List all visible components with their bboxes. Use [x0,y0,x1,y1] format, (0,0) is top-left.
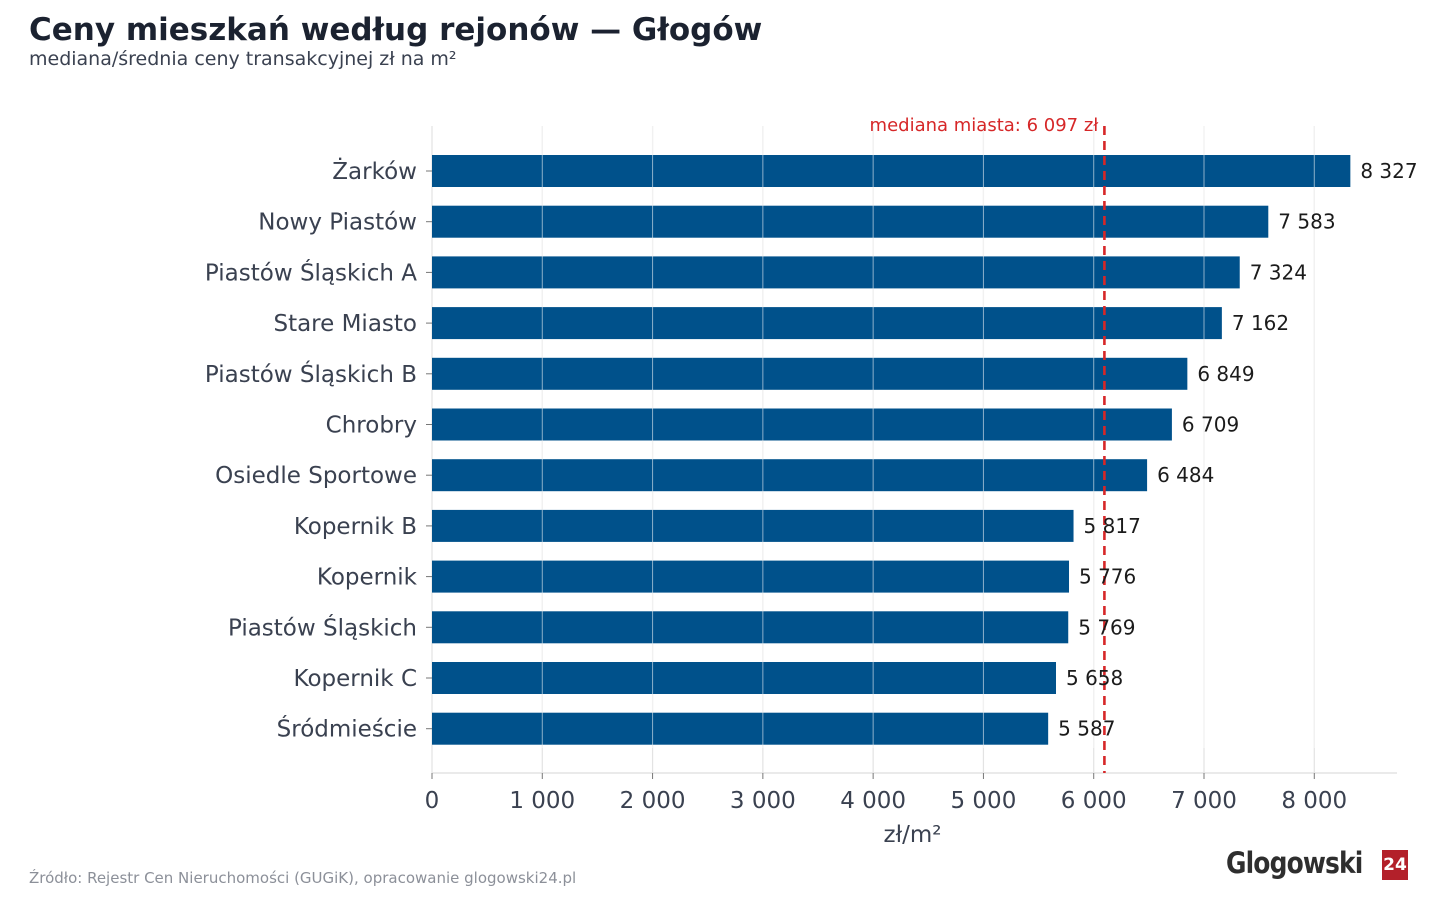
reference-line-group: mediana miasta: 6 097 zł [870,115,1106,773]
bar [432,459,1148,492]
bar [432,205,1269,238]
value-label: 5 769 [1078,615,1135,639]
category-label: Żarków [332,157,417,185]
category-label: Kopernik [317,565,418,591]
value-label: 5 587 [1058,717,1115,741]
bar [432,155,1351,187]
value-label: 7 324 [1250,260,1307,284]
category-label: Stare Miasto [273,311,417,337]
bar [432,357,1188,390]
value-label: 6 484 [1157,463,1214,487]
bar [432,256,1240,289]
chart-subtitle: mediana/średnia ceny transakcyjnej zł na… [29,48,457,70]
x-tick-label: 2 000 [620,788,686,814]
x-tick-label: 4 000 [840,788,906,814]
category-label: Śródmieście [277,715,417,743]
value-label: 6 849 [1197,362,1254,386]
bar [432,560,1070,593]
x-tick-label: 0 [425,788,440,814]
category-label: Piastów Śląskich A [205,258,417,286]
bar [432,509,1074,542]
x-tick-label: 7 000 [1171,788,1237,814]
reference-line-label: mediana miasta: 6 097 zł [870,115,1100,136]
source-note: Źródło: Rejestr Cen Nieruchomości (GUGiK… [29,869,577,887]
value-label: 5 776 [1079,565,1136,589]
category-label: Piastów Śląskich B [205,360,417,388]
value-label: 6 709 [1182,413,1239,437]
category-label: Nowy Piastów [258,210,417,236]
category-label: Kopernik C [294,666,417,692]
value-label: 5 817 [1084,514,1141,538]
labels: Żarków 8 327 Nowy Piastów 7 583 Piastów Śląs… [205,157,1418,848]
x-axis-title: zł/m² [884,822,942,848]
bar [432,611,1069,644]
logo-badge: 24 [1382,850,1408,880]
bar [432,307,1222,340]
category-label: Osiedle Sportowe [215,463,417,489]
value-label: 8 327 [1360,159,1417,183]
brand-logo[interactable]: Glogowski 24 [1226,846,1408,886]
category-label: Kopernik B [294,514,417,540]
x-tick-label: 5 000 [950,788,1016,814]
value-label: 7 162 [1232,311,1289,335]
x-tick-label: 1 000 [509,788,575,814]
value-label: 7 583 [1278,210,1335,234]
bar [432,662,1056,694]
x-tick-label: 6 000 [1061,788,1127,814]
chart-title: Ceny mieszkań według rejonów — Głogów [29,12,763,48]
bar [432,712,1049,745]
logo-text: Glogowski [1226,846,1363,880]
bars [432,126,1351,748]
x-tick-label: 8 000 [1281,788,1347,814]
value-label: 5 658 [1066,666,1123,690]
bar [432,408,1172,441]
category-label: Chrobry [326,413,417,439]
category-label: Piastów Śląskich [228,613,417,641]
x-tick-label: 3 000 [730,788,796,814]
